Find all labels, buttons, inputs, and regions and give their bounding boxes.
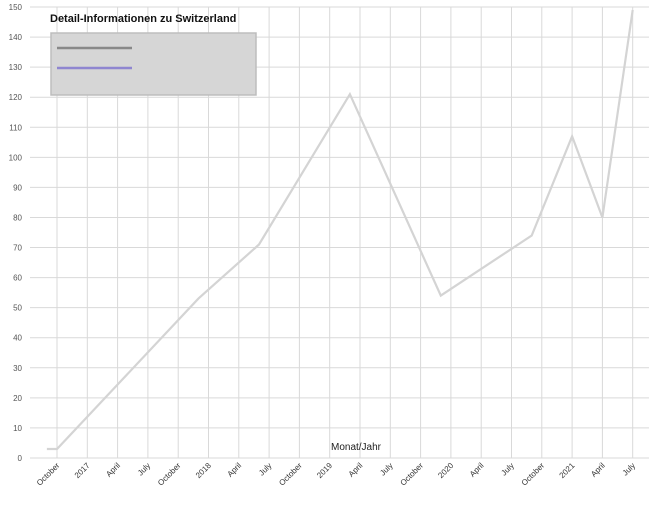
- x-tick-label: 2017: [73, 461, 92, 480]
- x-tick-label: October: [156, 461, 183, 488]
- y-tick-label: 50: [13, 304, 22, 313]
- y-tick-label: 90: [13, 183, 22, 192]
- legend-box: [51, 33, 256, 95]
- y-tick-label: 40: [13, 334, 22, 343]
- y-tick-label: 120: [9, 93, 23, 102]
- x-tick-label: 2019: [315, 461, 334, 480]
- x-tick-label: April: [104, 461, 122, 479]
- x-tick-label: April: [226, 461, 244, 479]
- x-tick-label: July: [621, 461, 637, 477]
- legend: [51, 33, 256, 95]
- y-tick-label: 30: [13, 364, 22, 373]
- y-tick-label: 80: [13, 213, 22, 222]
- x-axis-title: Monat/Jahr: [331, 442, 382, 453]
- x-tick-label: 2021: [558, 461, 577, 480]
- y-tick-label: 60: [13, 274, 22, 283]
- x-tick-label: July: [257, 461, 273, 477]
- x-tick-label: July: [499, 461, 515, 477]
- y-tick-label: 150: [9, 3, 23, 12]
- x-tick-label: 2020: [436, 461, 455, 480]
- x-tick-label: October: [277, 461, 304, 488]
- y-tick-label: 140: [9, 33, 23, 42]
- x-tick-label: April: [468, 461, 486, 479]
- y-tick-label: 0: [18, 454, 23, 463]
- x-tick-label: July: [378, 461, 394, 477]
- y-tick-label: 130: [9, 63, 23, 72]
- x-tick-label: April: [347, 461, 365, 479]
- chart-title: Detail-Informationen zu Switzerland: [50, 13, 236, 25]
- x-tick-label: July: [136, 461, 152, 477]
- x-tick-label: 2018: [194, 461, 213, 480]
- x-tick-label: October: [399, 461, 426, 488]
- x-tick-label: April: [589, 461, 607, 479]
- x-tick-label: October: [35, 461, 62, 488]
- y-tick-label: 110: [9, 123, 22, 132]
- y-tick-label: 70: [13, 244, 22, 253]
- y-tick-label: 100: [9, 153, 23, 162]
- y-tick-label: 20: [13, 394, 22, 403]
- y-axis-ticks: 0 10 20 30 40 50 60 70 80 90 100 110 120 130 140 150: [9, 3, 23, 463]
- y-tick-label: 10: [13, 424, 22, 433]
- x-tick-label: October: [520, 461, 547, 488]
